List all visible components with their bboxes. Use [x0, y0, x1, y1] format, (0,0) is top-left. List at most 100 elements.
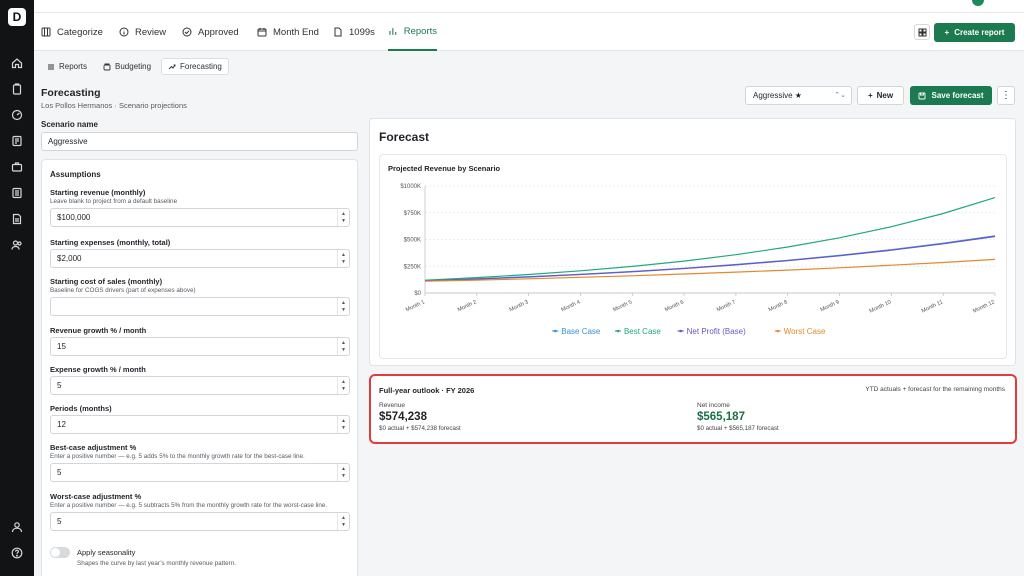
seasonality-label: Apply seasonality [77, 548, 136, 557]
subtabs: Reports Budgeting Forecasting [41, 58, 229, 75]
stepper-icon[interactable]: ▲ ▼ [337, 250, 349, 267]
stepper-icon[interactable]: ▲ ▼ [337, 377, 349, 394]
left-rail: D [0, 0, 34, 576]
ledger-icon[interactable] [11, 135, 23, 147]
tab-reports[interactable]: Reports [388, 13, 437, 51]
seasonality-toggle[interactable] [50, 547, 70, 558]
x-tick-label: Month 7 [716, 299, 737, 313]
briefcase-icon[interactable] [11, 161, 23, 173]
assumptions-title: Assumptions [50, 170, 101, 179]
dashboard-icon[interactable] [11, 109, 23, 121]
x-tick-label: Month 6 [664, 299, 685, 313]
periods-field: Periods (months) 12 ▲ ▼ [50, 404, 350, 434]
document-icon[interactable] [11, 213, 23, 225]
expense-growth-input[interactable]: 5 ▲ ▼ [50, 376, 350, 395]
worst-case-input[interactable]: 5 ▲ ▼ [50, 512, 350, 531]
revenue-chart: $0 $250K $500K $750K $1000K Month 1 Month 2 Mon… [400, 184, 996, 336]
save-label: Save forecast [931, 91, 984, 100]
stepper-icon[interactable]: ▲ ▼ [337, 338, 349, 355]
more-options-button[interactable]: ⋮ [997, 86, 1015, 105]
stepper-icon[interactable]: ▲ ▼ [337, 513, 349, 530]
scenario-name-input[interactable]: Aggressive [41, 132, 358, 151]
report-icon[interactable] [11, 187, 23, 199]
grid-icon [918, 28, 926, 36]
subtab-forecasting[interactable]: Forecasting [161, 58, 229, 75]
stepper-icon[interactable]: ▲ ▼ [337, 298, 349, 315]
create-report-label: Create report [954, 28, 1005, 37]
starting-revenue-field: Starting revenue (monthly) Leave blank t… [50, 188, 350, 227]
full-year-outlook-card: Full-year outlook · FY 2026 YTD actuals … [369, 374, 1017, 444]
field-label: Starting expenses (monthly, total) [50, 238, 171, 247]
series-line-worst-case [424, 258, 996, 282]
x-tick-label: Month 9 [820, 299, 841, 313]
net-income-breakdown: $0 actual + $565,187 forecast [697, 425, 779, 432]
outlook-revenue: Revenue $574,238 $0 actual + $574,238 fo… [379, 402, 461, 432]
field-label: Revenue growth % / month [50, 326, 147, 335]
subtab-label: Forecasting [180, 62, 222, 71]
new-scenario-button[interactable]: + New [857, 86, 904, 105]
tab-review[interactable]: Review [119, 13, 166, 51]
legend-label: Net Profit (Base) [687, 327, 746, 336]
list-icon [48, 64, 54, 69]
y-tick-label: $0 [414, 291, 421, 297]
series-line-best-case [424, 197, 996, 281]
clipboard-icon[interactable] [11, 83, 23, 95]
save-forecast-button[interactable]: Save forecast [910, 86, 992, 105]
layout-toggle-button[interactable] [914, 24, 930, 40]
x-tick-label: Month 11 [921, 299, 944, 314]
periods-input[interactable]: 12 ▲ ▼ [50, 415, 350, 434]
y-tick-label: $750K [404, 211, 421, 217]
categorize-icon [41, 27, 51, 37]
tab-1099s[interactable]: 1099s [333, 13, 375, 51]
tab-label: Reports [403, 25, 437, 37]
x-tick-label: Month 12 [972, 299, 996, 314]
tab-categorize[interactable]: Categorize [41, 13, 103, 51]
starting-revenue-input[interactable]: $100,000 ▲ ▼ [50, 208, 350, 227]
stepper-icon[interactable]: ▲ ▼ [337, 464, 349, 481]
field-help: Leave blank to project from a default ba… [50, 198, 178, 205]
field-label: Starting cost of sales (monthly) [50, 277, 163, 286]
help-icon[interactable] [11, 547, 23, 559]
subtab-reports[interactable]: Reports [41, 58, 93, 75]
revenue-breakdown: $0 actual + $574,238 forecast [379, 425, 461, 432]
tab-month-end[interactable]: Month End [257, 13, 319, 51]
user-avatar[interactable] [972, 0, 984, 6]
forecast-title: Forecast [379, 130, 430, 144]
create-report-button[interactable]: + Create report [934, 23, 1015, 42]
tab-label: Categorize [57, 26, 103, 38]
legend-label: Best Case [624, 327, 661, 336]
field-label: Starting revenue (monthly) [50, 188, 146, 197]
scenario-name-label: Scenario name [41, 120, 98, 129]
field-label: Periods (months) [50, 404, 112, 413]
forecast-panel: Forecast Projected Revenue by Scenario $… [369, 118, 1016, 366]
scenario-select[interactable]: Aggressive ★ ⌃⌄ [745, 86, 852, 105]
legend-marker [616, 329, 620, 333]
revenue-value: $574,238 [379, 411, 427, 423]
users-icon[interactable] [11, 239, 23, 251]
home-icon[interactable] [11, 57, 23, 69]
y-tick-label: $1000K [400, 184, 421, 190]
input-value: 5 [57, 468, 62, 477]
check-circle-icon [182, 27, 192, 37]
new-label: New [876, 91, 894, 100]
revenue-growth-input[interactable]: 15 ▲ ▼ [50, 337, 350, 356]
top-strip [34, 0, 1024, 13]
tab-approved[interactable]: Approved [182, 13, 239, 51]
best-case-input[interactable]: 5 ▲ ▼ [50, 463, 350, 482]
tab-label: Month End [273, 26, 319, 38]
app-logo-icon[interactable]: D [8, 8, 26, 26]
expense-growth-field: Expense growth % / month 5 ▲ ▼ [50, 365, 350, 395]
input-value: $2,000 [57, 254, 82, 263]
starting-cos-input[interactable]: ▲ ▼ [50, 297, 350, 316]
input-value: 5 [57, 381, 62, 390]
stepper-icon[interactable]: ▲ ▼ [337, 209, 349, 226]
legend-marker [679, 329, 682, 333]
tab-label: 1099s [349, 26, 375, 38]
stepper-icon[interactable]: ▲ ▼ [337, 416, 349, 433]
profile-icon[interactable] [11, 521, 23, 533]
legend-label: Worst Case [784, 327, 826, 336]
info-circle-icon [119, 27, 129, 37]
starting-expenses-input[interactable]: $2,000 ▲ ▼ [50, 249, 350, 268]
subtab-budgeting[interactable]: Budgeting [97, 58, 157, 75]
subtab-label: Reports [59, 62, 88, 71]
